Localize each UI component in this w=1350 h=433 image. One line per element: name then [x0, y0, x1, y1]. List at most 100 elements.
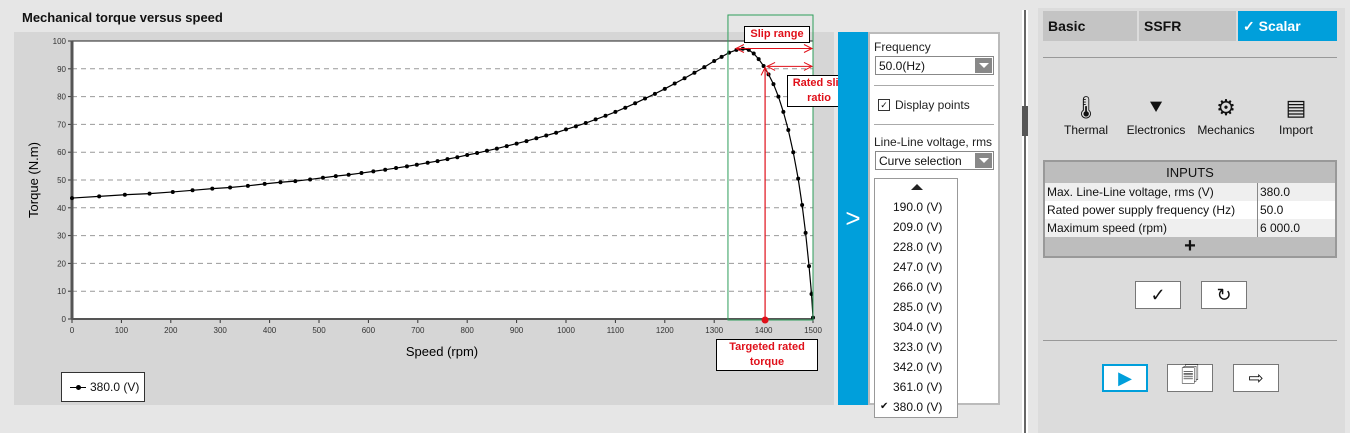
voltage-option[interactable]: 342.0 (V) [875, 357, 957, 377]
run-button[interactable]: ▶ [1102, 364, 1148, 392]
scroll-up-button[interactable] [875, 179, 957, 197]
data-point [771, 82, 776, 87]
export-icon: ⇨ [1248, 367, 1264, 388]
data-point [293, 179, 298, 184]
x-tick-label: 1300 [705, 326, 723, 335]
data-point [643, 96, 648, 101]
y-axis-label: Torque (N.m) [26, 142, 41, 218]
data-point [564, 127, 568, 132]
scrollbar-thumb[interactable] [1022, 106, 1028, 136]
data-point [633, 101, 638, 106]
legend-line-marker-icon [70, 384, 86, 390]
display-points-checkbox[interactable]: ✓ Display points [878, 98, 998, 112]
voltage-option[interactable]: 323.0 (V) [875, 337, 957, 357]
diode-icon: ⯆ [1147, 95, 1165, 120]
reset-button[interactable]: ↻ [1201, 281, 1247, 309]
voltage-option[interactable]: 209.0 (V) [875, 217, 957, 237]
input-value-field[interactable]: 6 000.0 [1260, 221, 1301, 235]
tab-scalar[interactable]: ✓ Scalar [1238, 11, 1337, 41]
voltage-label: Line-Line voltage, rms [874, 135, 993, 149]
x-tick-label: 300 [214, 326, 228, 335]
curve-selection-select[interactable]: Curve selection [875, 151, 994, 170]
voltage-option-label: 285.0 (V) [893, 300, 943, 314]
tool-thermal[interactable]: 🌡 Thermal [1050, 93, 1122, 137]
tool-electronics[interactable]: ⯆ Electronics [1120, 93, 1192, 137]
x-tick-label: 700 [411, 326, 425, 335]
data-point [751, 51, 756, 56]
data-point [712, 59, 717, 64]
chart-legend: 380.0 (V) [61, 372, 145, 402]
voltage-option-label: 380.0 (V) [893, 400, 943, 414]
data-point [147, 191, 152, 196]
input-value-field[interactable]: 50.0 [1260, 203, 1284, 217]
voltage-option[interactable]: 247.0 (V) [875, 257, 957, 277]
data-point [210, 186, 215, 191]
data-point [652, 91, 657, 96]
data-point [593, 117, 598, 122]
data-point [791, 150, 796, 155]
data-point [245, 183, 250, 188]
voltage-option-label: 247.0 (V) [893, 260, 943, 274]
y-tick-label: 40 [57, 204, 66, 213]
vertical-scrollbar[interactable] [1022, 10, 1028, 433]
voltage-option[interactable]: 266.0 (V) [875, 277, 957, 297]
chart-title: Mechanical torque versus speed [22, 10, 223, 25]
x-tick-label: 900 [510, 326, 524, 335]
y-tick-label: 30 [57, 232, 66, 241]
tool-mechanics[interactable]: ⚙ Mechanics [1190, 93, 1262, 137]
data-point [475, 151, 480, 156]
data-point [383, 167, 388, 172]
voltage-option[interactable]: 285.0 (V) [875, 297, 957, 317]
data-point [534, 136, 539, 141]
x-tick-label: 1000 [557, 326, 575, 335]
validate-button[interactable]: ✓ [1135, 281, 1181, 309]
data-point [359, 171, 364, 176]
y-tick-label: 0 [62, 315, 67, 324]
x-axis-label: Speed (rpm) [406, 344, 478, 359]
voltage-option[interactable]: 228.0 (V) [875, 237, 957, 257]
frequency-value: 50.0(Hz) [879, 58, 926, 73]
voltage-option[interactable]: 361.0 (V) [875, 377, 957, 397]
data-point [414, 162, 419, 167]
data-point [776, 94, 781, 99]
tab-basic[interactable]: Basic [1043, 11, 1137, 41]
export-button[interactable]: ⇨ [1233, 364, 1279, 392]
data-point [800, 203, 805, 208]
chevron-down-icon[interactable] [975, 58, 992, 73]
tool-label: Import [1278, 123, 1313, 137]
voltage-option-label: 190.0 (V) [893, 200, 943, 214]
tab-ssfr[interactable]: SSFR [1139, 11, 1236, 41]
data-point [603, 113, 608, 118]
data-point [623, 105, 628, 110]
x-tick-label: 0 [70, 326, 75, 335]
voltage-option[interactable]: ✔ 380.0 (V) [875, 397, 957, 417]
y-tick-label: 80 [57, 93, 66, 102]
rated-torque-arrow-head [760, 66, 770, 76]
checkbox-checked-icon[interactable]: ✓ [878, 99, 890, 111]
data-point [465, 152, 470, 157]
targeted-rated-torque-label: Targeted rated torque [716, 339, 818, 371]
tool-import[interactable]: ▤ Import [1260, 93, 1332, 137]
voltage-option[interactable]: 304.0 (V) [875, 317, 957, 337]
voltage-option-label: 342.0 (V) [893, 360, 943, 374]
thermometer-icon: 🌡 [1072, 95, 1100, 120]
x-tick-label: 600 [362, 326, 376, 335]
voltage-option[interactable]: 190.0 (V) [875, 197, 957, 217]
chevron-down-icon[interactable] [975, 153, 992, 168]
expand-panel-button[interactable]: > [838, 32, 868, 405]
data-point [761, 64, 766, 69]
data-point [278, 180, 283, 185]
x-tick-label: 1100 [607, 326, 625, 335]
data-point [371, 169, 376, 174]
rated-slip-arrow-head [803, 61, 814, 71]
voltage-dropdown-list: 190.0 (V) 209.0 (V) 228.0 (V) 247.0 (V) 266.… [874, 178, 958, 418]
input-value-field[interactable]: 380.0 [1260, 185, 1291, 199]
y-tick-label: 90 [57, 65, 66, 74]
frequency-select[interactable]: 50.0(Hz) [875, 56, 994, 75]
rated-speed-marker [761, 316, 769, 324]
add-input-button[interactable]: + [1045, 236, 1335, 256]
report-button[interactable]: 🗐 [1167, 364, 1213, 392]
divider [874, 85, 994, 86]
triangle-up-icon[interactable] [911, 184, 923, 190]
y-tick-label: 10 [57, 287, 66, 296]
